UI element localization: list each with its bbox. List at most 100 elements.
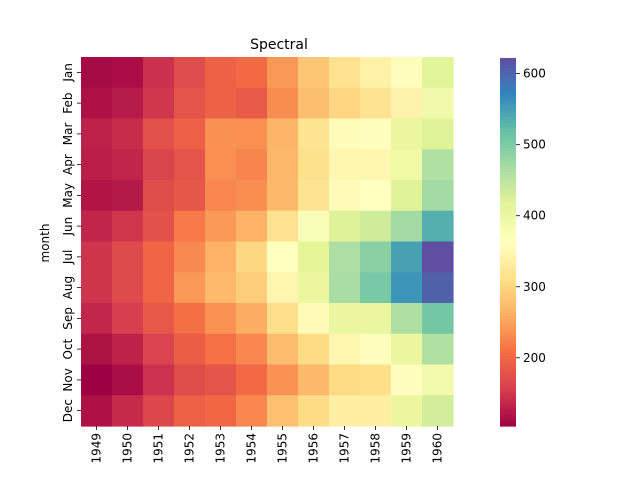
colorbar-segment [500, 373, 516, 378]
x-tick-label: 1951 [152, 433, 166, 464]
heatmap-cell [267, 87, 299, 120]
colorbar-segment [500, 330, 516, 335]
heatmap-cell [205, 118, 237, 150]
colorbar-segment [500, 358, 516, 363]
colorbar-segment [500, 61, 516, 65]
heatmap-cell [298, 149, 330, 181]
colorbar-segment [500, 70, 516, 74]
heatmap-cell [174, 57, 206, 89]
heatmap-cell [422, 180, 454, 212]
colorbar-segment [500, 364, 516, 369]
colorbar-segment [500, 367, 516, 372]
colorbar-segment [500, 380, 516, 384]
colorbar-segment [500, 196, 516, 200]
x-tick-label: 1949 [90, 433, 104, 464]
heatmap-cell [298, 303, 330, 335]
colorbar-segment [500, 128, 516, 133]
colorbar-segment [500, 422, 516, 427]
heatmap-cell [112, 118, 144, 150]
colorbar-segment [500, 131, 516, 136]
heatmap-cell [236, 395, 268, 427]
heatmap-cell [422, 303, 454, 335]
heatmap-cell [391, 210, 423, 243]
colorbar-segment [500, 220, 516, 225]
heatmap-cell [236, 272, 268, 304]
colorbar-segment [500, 355, 516, 360]
heatmap-cell [81, 395, 113, 427]
heatmap-cell [143, 180, 175, 212]
heatmap-cell [329, 57, 361, 89]
heatmap-cell [267, 303, 299, 335]
heatmap-cell [422, 241, 454, 273]
heatmap-cell [112, 87, 144, 120]
colorbar-segment [500, 100, 516, 105]
colorbar-segment [500, 321, 516, 326]
heatmap-cell [267, 118, 299, 150]
heatmap-cell [329, 303, 361, 335]
colorbar-segment [500, 419, 516, 424]
colorbar-segment [500, 376, 516, 381]
colorbar-segment [500, 306, 516, 311]
x-tick-label: 1954 [245, 433, 259, 464]
heatmap-cell [205, 180, 237, 212]
heatmap-cell [81, 149, 113, 181]
colorbar-segment [500, 189, 516, 194]
heatmap-cell [174, 272, 206, 304]
heatmap-cell [422, 57, 454, 89]
heatmap-cell [422, 333, 454, 366]
heatmap-cell [143, 241, 175, 273]
heatmap-cell [298, 272, 330, 304]
colorbar-segment [500, 192, 516, 197]
heatmap-cell [174, 364, 206, 396]
colorbar-segment [500, 343, 516, 347]
colorbar-segment [500, 150, 516, 154]
y-axis-ticks: Jan Feb Mar Apr May Jun Jul Aug Sep Oct Nov Dec [61, 63, 81, 422]
colorbar-segment [500, 208, 516, 212]
colorbar-segment [500, 177, 516, 182]
colorbar-segment [500, 337, 516, 341]
colorbar-segment [500, 122, 516, 127]
heatmap-cell [174, 210, 206, 243]
colorbar-segment [500, 401, 516, 406]
y-tick-label: Apr [61, 154, 75, 175]
heatmap-cell [236, 364, 268, 396]
y-axis-label: month [38, 224, 52, 263]
colorbar-segment [500, 82, 516, 87]
heatmap-cell [143, 87, 175, 120]
colorbar-segment [500, 312, 516, 317]
heatmap-cell [236, 87, 268, 120]
heatmap-cell [267, 364, 299, 396]
heatmap-cell [205, 57, 237, 89]
colorbar-segment [500, 398, 516, 403]
heatmap-cell [205, 272, 237, 304]
heatmap-cell [329, 210, 361, 243]
heatmap-cell [81, 180, 113, 212]
heatmap-cell [112, 149, 144, 181]
colorbar-segment [500, 410, 516, 415]
colorbar-segment [500, 275, 516, 280]
colorbar-segment [500, 389, 516, 393]
colorbar-tick-label: 300 [523, 280, 546, 294]
x-axis-ticks: 1949 1950 1951 1952 1953 1954 1955 1956 1957 1958… [90, 426, 445, 464]
heatmap-cell [81, 303, 113, 335]
x-tick-label: 1955 [276, 433, 290, 464]
heatmap-cell [81, 241, 113, 273]
colorbar-segment [500, 281, 516, 286]
heatmap-cell [112, 180, 144, 212]
colorbar-segment [500, 361, 516, 366]
heatmap-cell [143, 57, 175, 89]
y-tick-label: May [61, 183, 75, 208]
heatmap-cell [112, 395, 144, 427]
colorbar-segment [500, 140, 516, 145]
colorbar-segment [500, 413, 516, 418]
colorbar-segment [500, 104, 516, 108]
heatmap-cell [205, 333, 237, 366]
colorbar-segment [500, 146, 516, 151]
colorbar-segment [500, 260, 516, 265]
colorbar-segment [500, 370, 516, 375]
colorbar-segment [500, 186, 516, 191]
heatmap-cell [360, 118, 392, 150]
colorbar-segment [500, 134, 516, 139]
colorbar-segment [500, 288, 516, 292]
